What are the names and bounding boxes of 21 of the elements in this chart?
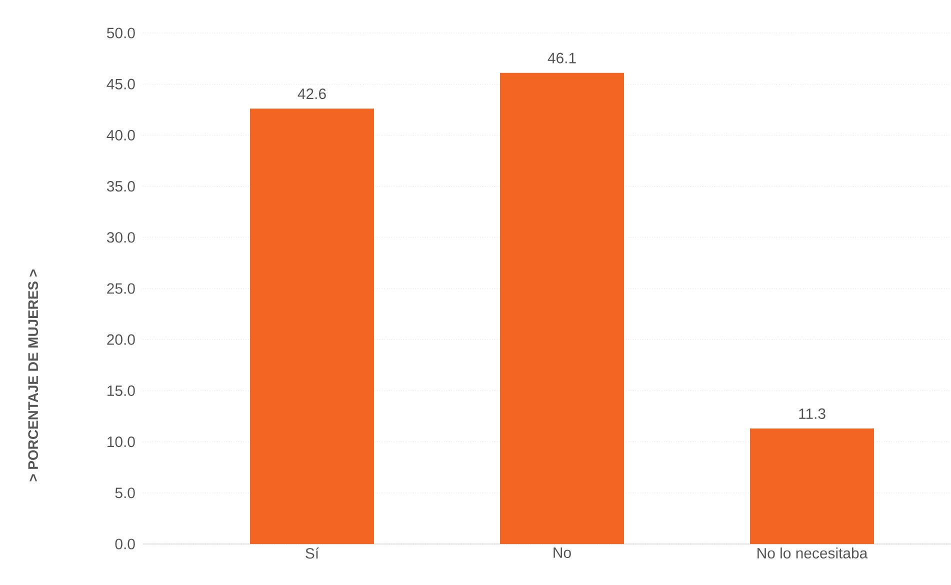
data-label: 11.3 [799,408,826,419]
x-tick-label: No [554,548,571,558]
bar [750,428,874,544]
y-tick-label: 25.0 [107,283,135,294]
y-tick-label: 5.0 [115,488,135,498]
y-tick-label: 50.0 [106,28,135,38]
y-tick-label: 20.0 [107,334,135,345]
y-tick-label: 35.0 [106,181,135,192]
x-tick-label: No lo necesitaba [758,548,868,558]
data-label: 46.1 [548,52,576,64]
x-tick-label: Sí [306,548,319,559]
y-tick-label: 45.0 [106,78,135,90]
data-label: 42.6 [298,88,326,100]
y-tick-label: 0.0 [115,538,135,550]
y-axis-title: > PORCENTAJE DE MUJERES > [28,270,38,482]
bar [250,108,374,544]
y-tick-label: 15.0 [108,385,135,396]
y-tick-label: 10.0 [108,436,135,448]
bar [500,72,624,544]
y-tick-label: 40.0 [106,130,135,140]
y-tick-label: 30.0 [106,232,135,243]
